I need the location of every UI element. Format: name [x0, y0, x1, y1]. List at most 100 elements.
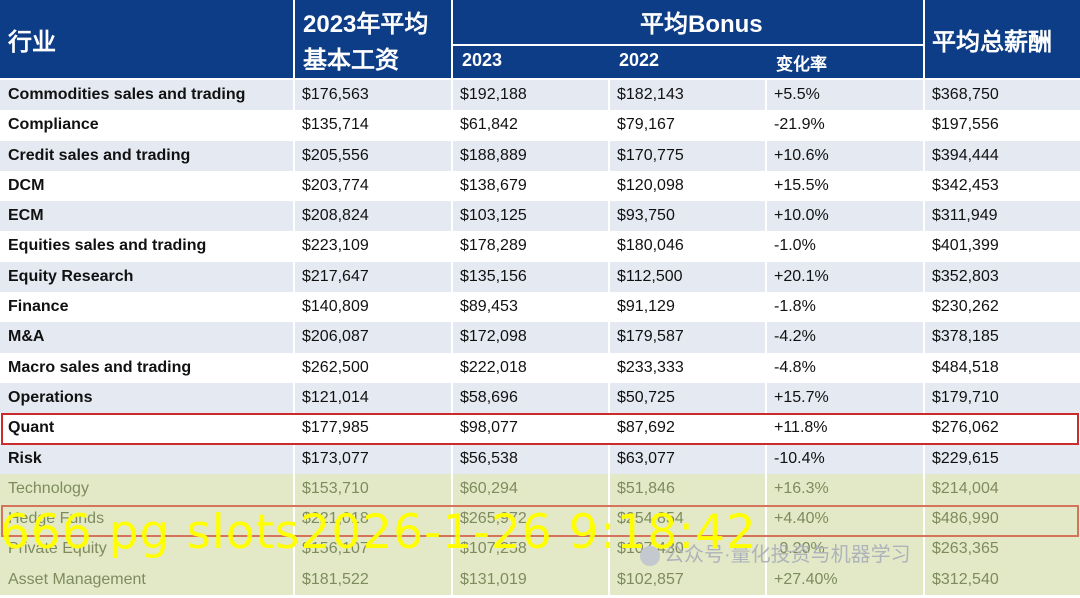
- column-divider: [608, 80, 610, 598]
- change-rate-cell: +10.6%: [774, 146, 829, 164]
- industry-cell: Quant: [8, 419, 55, 437]
- total-comp-cell: $263,365: [932, 540, 999, 558]
- header-divider: [923, 0, 925, 78]
- bonus-2023-cell: $98,077: [460, 419, 518, 437]
- base-salary-cell: $153,710: [302, 479, 369, 497]
- base-salary-cell: $223,109: [302, 237, 369, 255]
- bonus-2023-cell: $56,538: [460, 449, 518, 467]
- table-row: Finance $140,809 $89,453 $91,129 -1.8% $230,2…: [0, 292, 1080, 323]
- change-rate-cell: +10.0%: [774, 207, 829, 225]
- bonus-2022-cell: $91,129: [617, 298, 675, 316]
- change-rate-cell: +27.40%: [774, 570, 838, 588]
- bonus-2022-cell: $87,692: [617, 419, 675, 437]
- overlay-timestamp-text: 666 pg slots2026-1-26 9:18:42: [0, 505, 757, 560]
- table-row: Commodities sales and trading $176,563 $19…: [0, 80, 1080, 111]
- industry-cell: Technology: [8, 479, 89, 497]
- industry-cell: Finance: [8, 298, 69, 316]
- base-salary-cell: $173,077: [302, 449, 369, 467]
- change-rate-cell: -21.9%: [774, 116, 825, 134]
- bonus-2022-cell: $102,857: [617, 570, 684, 588]
- bonus-2022-cell: $170,775: [617, 146, 684, 164]
- change-rate-cell: +11.8%: [774, 419, 828, 437]
- industry-cell: Risk: [8, 449, 42, 467]
- header-bonus-2023: 2023: [462, 50, 503, 70]
- change-rate-cell: -4.2%: [774, 328, 816, 346]
- column-divider: [923, 80, 925, 598]
- header-divider: [293, 0, 295, 78]
- change-rate-cell: +5.5%: [774, 86, 820, 103]
- total-comp-cell: $276,062: [932, 419, 999, 437]
- header-base-salary-line1: 2023年平均: [303, 11, 429, 38]
- bonus-2022-cell: $120,098: [617, 176, 684, 194]
- industry-cell: Operations: [8, 388, 93, 406]
- industry-cell: ECM: [8, 207, 44, 225]
- bonus-2022-cell: $112,500: [617, 267, 683, 285]
- table-row: Hedge Funds $221,018 $265,972 $254,854 +4.40…: [0, 504, 1080, 535]
- base-salary-cell: $221,018: [302, 510, 369, 528]
- watermark: 公众号·量化投资与机器学习: [640, 538, 911, 567]
- bonus-2023-cell: $135,156: [460, 267, 527, 285]
- base-salary-cell: $121,014: [302, 388, 369, 406]
- change-rate-cell: +16.3%: [774, 479, 829, 497]
- bonus-2023-cell: $107,258: [460, 540, 527, 558]
- column-divider: [765, 80, 767, 598]
- change-rate-cell: -4.8%: [774, 358, 816, 376]
- table-row: Equity Research $217,647 $135,156 $112,500 +…: [0, 261, 1080, 293]
- total-comp-cell: $179,710: [932, 388, 999, 406]
- bonus-2023-cell: $103,125: [460, 207, 527, 225]
- table-body: Commodities sales and trading $176,563 $19…: [0, 80, 1080, 596]
- base-salary-cell: $217,647: [302, 267, 369, 285]
- change-rate-cell: +15.5%: [774, 176, 829, 194]
- total-comp-cell: $311,949: [932, 207, 998, 225]
- bonus-2022-cell: $182,143: [617, 86, 684, 103]
- base-salary-cell: $206,087: [302, 328, 369, 346]
- wechat-icon: [640, 545, 660, 566]
- industry-cell: DCM: [8, 176, 45, 194]
- bonus-2023-cell: $131,019: [460, 570, 527, 588]
- table-row: Quant $177,985 $98,077 $87,692 +11.8% $276,06…: [0, 413, 1080, 444]
- industry-cell: Macro sales and trading: [8, 358, 192, 376]
- bonus-2022-cell: $93,750: [617, 207, 675, 225]
- industry-cell: Hedge Funds: [8, 510, 105, 528]
- bonus-2023-cell: $89,453: [460, 298, 518, 316]
- bonus-2022-cell: $180,046: [617, 237, 684, 255]
- total-comp-cell: $312,540: [932, 570, 999, 588]
- table-row: Equities sales and trading $223,109 $178,2…: [0, 231, 1080, 262]
- change-rate-cell: +20.1%: [774, 267, 829, 285]
- quant-row-highlight: [1, 413, 1079, 445]
- header-total-comp: 平均总薪酬: [932, 29, 1052, 56]
- industry-cell: M&A: [8, 328, 45, 346]
- bonus-2023-cell: $58,696: [460, 388, 518, 406]
- bonus-2022-cell: $79,167: [617, 116, 675, 134]
- bonus-2023-cell: $265,972: [460, 510, 527, 528]
- table-row: Risk $173,077 $56,538 $63,077 -10.4% $229,615: [0, 443, 1080, 474]
- base-salary-cell: $181,522: [302, 570, 369, 588]
- industry-cell: Private Equity: [8, 540, 107, 558]
- base-salary-cell: $135,714: [302, 116, 369, 134]
- industry-cell: Commodities sales and trading: [8, 86, 246, 103]
- base-salary-cell: $140,809: [302, 298, 369, 316]
- table-row: Macro sales and trading $262,500 $222,018 $…: [0, 352, 1080, 383]
- table-row: Asset Management $181,522 $131,019 $102,857…: [0, 564, 1080, 596]
- table-row: M&A $206,087 $172,098 $179,587 -4.2% $378,185: [0, 322, 1080, 353]
- table-row: Private Equity$156,107$107,258$107,430-0…: [0, 534, 1080, 565]
- table-row: DCM $203,774 $138,679 $120,098 +15.5% $342,45…: [0, 170, 1080, 202]
- total-comp-cell: $197,556: [932, 116, 999, 134]
- table-row: Operations $121,014 $58,696 $50,725 +15.7% $1…: [0, 382, 1080, 414]
- header-change-rate: 变化率: [776, 55, 827, 74]
- header-divider: [451, 0, 453, 78]
- total-comp-cell: $229,615: [932, 449, 999, 467]
- industry-cell: Equity Research: [8, 267, 134, 285]
- column-divider: [451, 80, 453, 598]
- total-comp-cell: $401,399: [932, 237, 999, 255]
- column-divider: [293, 80, 295, 598]
- base-salary-cell: $203,774: [302, 176, 369, 194]
- total-comp-cell: $230,262: [932, 298, 999, 316]
- industry-cell: Compliance: [8, 116, 99, 134]
- table-row: Compliance $135,714 $61,842 $79,167 -21.9% $1…: [0, 110, 1080, 141]
- hedge-funds-row-highlight: [1, 505, 1079, 537]
- bonus-2022-cell: $233,333: [617, 358, 684, 376]
- table-row: ECM $208,824 $103,125 $93,750 +10.0% $311,949: [0, 201, 1080, 232]
- base-salary-cell: $176,563: [302, 86, 369, 103]
